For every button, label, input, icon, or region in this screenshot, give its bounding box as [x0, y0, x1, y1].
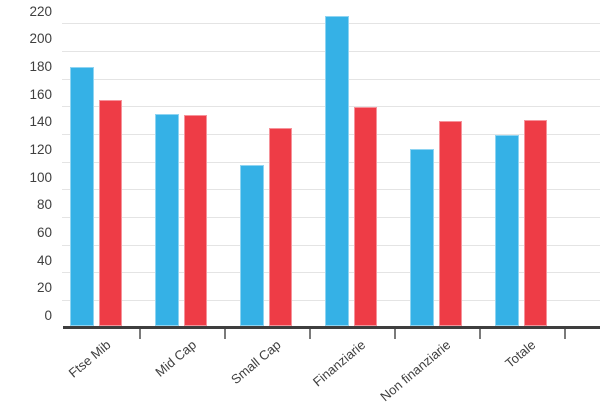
bar-small-cap-red: [268, 128, 292, 326]
bar-totale-red: [523, 120, 547, 326]
y-axis-label-180: 180: [29, 59, 52, 74]
y-axis-label-100: 100: [29, 169, 52, 185]
bar-non-finanziarie-red: [438, 121, 462, 326]
x-axis-line: [63, 326, 600, 329]
bar-mid-cap-blue: [155, 114, 179, 326]
y-axis-label-160: 160: [29, 86, 52, 102]
bar-finanziarie-blue: [325, 16, 349, 326]
x-axis-tick-3: [394, 329, 396, 339]
x-axis-tick-4: [479, 329, 481, 339]
bar-totale-blue: [495, 135, 519, 326]
bar-finanziarie-red: [353, 107, 377, 326]
x-category-label-totale: Totale: [502, 337, 539, 371]
x-axis-tick-5: [564, 329, 566, 339]
x-category-label-non-finanziarie: Non finanziarie: [377, 337, 454, 404]
bar-ftse-mib-red: [98, 100, 122, 326]
x-category-label-ftse-mib: Ftse Mib: [65, 337, 114, 381]
y-axis-label-120: 120: [29, 142, 52, 157]
x-axis-tick-0: [139, 329, 141, 339]
y-axis-label-20: 20: [36, 280, 52, 296]
y-axis-label-40: 40: [36, 252, 52, 268]
y-axis-label-200: 200: [29, 31, 52, 47]
y-axis-label-80: 80: [36, 197, 52, 213]
y-axis-label-140: 140: [29, 114, 52, 130]
y-axis-label-60: 60: [36, 225, 52, 240]
bar-mid-cap-red: [183, 115, 207, 326]
x-axis-tick-1: [224, 329, 226, 339]
bar-small-cap-blue: [240, 165, 264, 326]
bar-ftse-mib-blue: [70, 67, 94, 326]
bar-non-finanziarie-blue: [410, 149, 434, 326]
x-category-label-mid-cap: Mid Cap: [151, 337, 199, 380]
x-category-label-finanziarie: Finanziarie: [310, 337, 369, 390]
y-axis-label-0: 0: [44, 308, 52, 323]
x-axis-tick-2: [309, 329, 311, 339]
y-axis-label-220: 220: [29, 3, 52, 19]
x-category-label-small-cap: Small Cap: [228, 337, 284, 388]
